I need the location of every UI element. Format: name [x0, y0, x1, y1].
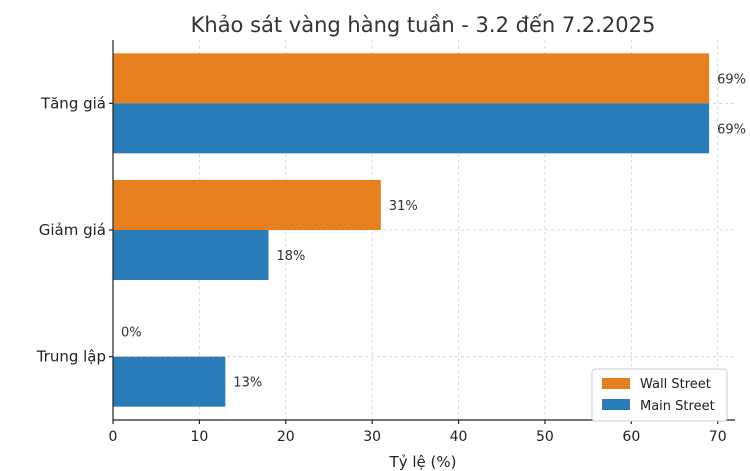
legend-swatch-wall-street [602, 378, 630, 389]
x-axis-label: Tỷ lệ (%) [389, 453, 457, 471]
legend-label-wall-street: Wall Street [640, 377, 711, 392]
bar-wall-street [113, 53, 710, 104]
category-label: Giảm giá [39, 221, 106, 239]
x-tick-label: 50 [536, 429, 554, 445]
data-label-main-street: 18% [277, 249, 306, 264]
data-label-main-street: 13% [233, 376, 262, 391]
data-label-wall-street: 31% [389, 199, 418, 214]
x-tick-label: 10 [190, 429, 208, 445]
data-labels: 69% 69% 31% 18% 0% 13% [121, 72, 746, 390]
bar-main-street [113, 230, 269, 280]
x-tick-label: 70 [709, 429, 727, 445]
x-tick-label: 20 [277, 429, 295, 445]
category-label: Tăng giá [40, 94, 106, 112]
chart-title: Khảo sát vàng hàng tuần - 3.2 đến 7.2.20… [191, 13, 656, 37]
x-tick-label: 40 [450, 429, 468, 445]
bar-main-street [113, 103, 710, 154]
axes: 0 10 20 30 40 50 60 70 Tăng giá Giảm giá Trung lập [36, 40, 735, 445]
data-label-wall-street: 69% [717, 72, 746, 87]
bar-main-street [113, 356, 226, 407]
data-label-main-street: 69% [717, 122, 746, 137]
legend: Wall Street Main Street [591, 368, 728, 422]
data-label-wall-street: 0% [121, 326, 142, 341]
x-tick-label: 60 [622, 429, 640, 445]
legend-swatch-main-street [602, 399, 630, 410]
bar-wall-street [113, 180, 381, 230]
bars [113, 53, 710, 407]
legend-label-main-street: Main Street [640, 399, 715, 414]
x-tick-label: 30 [363, 429, 381, 445]
category-label: Trung lập [36, 348, 106, 366]
x-tick-label: 0 [109, 429, 118, 445]
